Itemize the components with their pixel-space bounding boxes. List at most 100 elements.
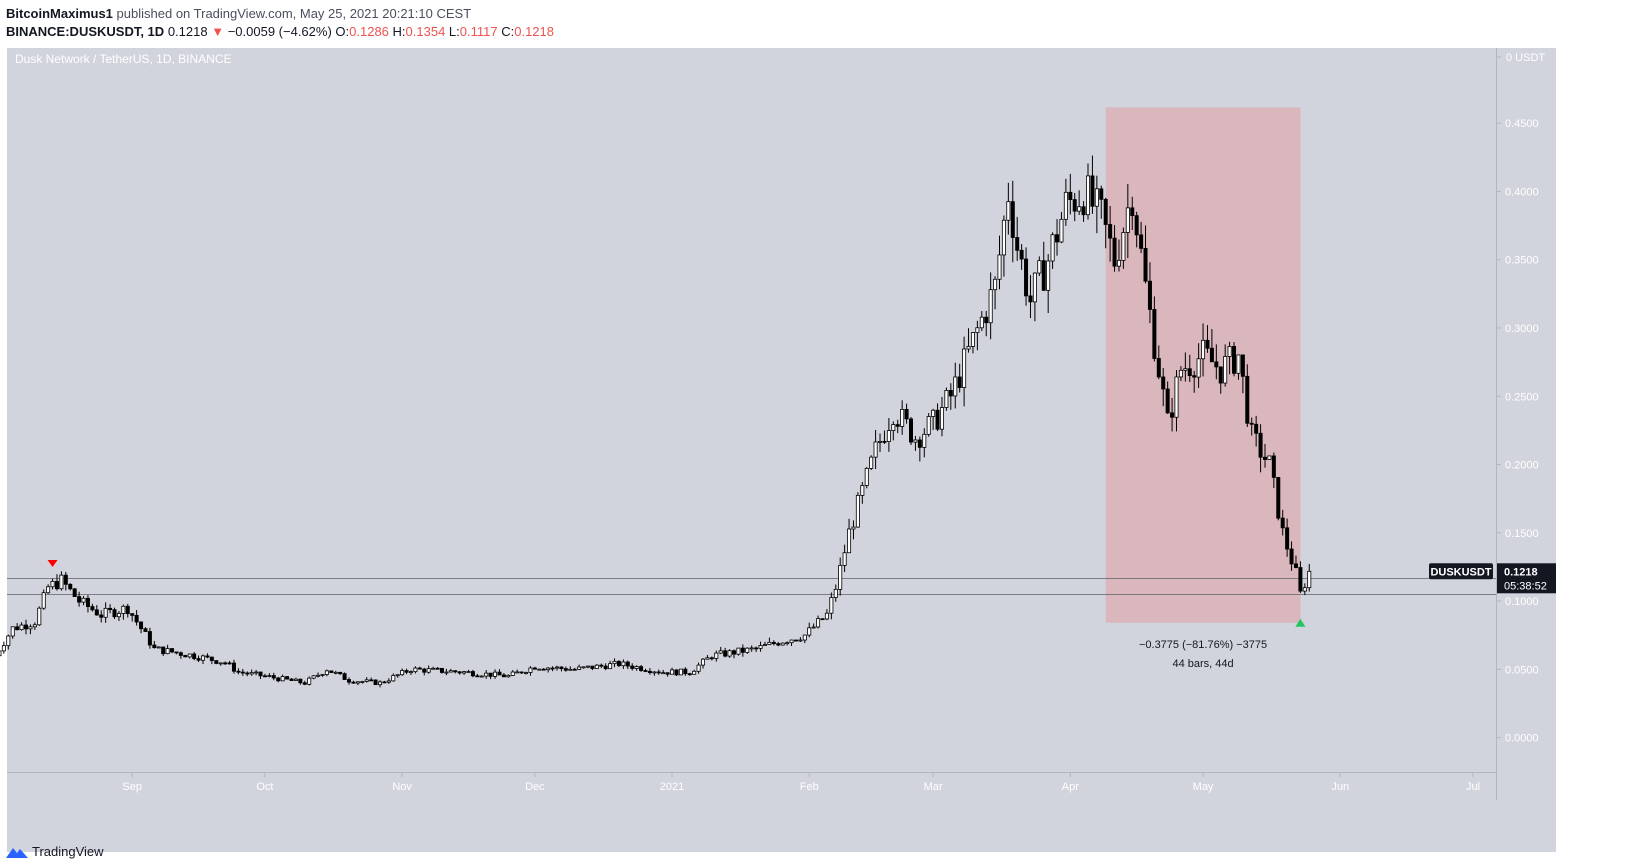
candle-body — [1236, 354, 1241, 374]
candle-body — [749, 647, 754, 650]
candle-body — [634, 666, 639, 669]
candle-body — [1139, 234, 1144, 249]
candle-body — [939, 407, 944, 430]
candle-body — [1165, 388, 1170, 414]
last-price-tag-text: 0.1218 — [1504, 566, 1538, 578]
candle-body — [603, 665, 608, 670]
candle-body — [931, 409, 936, 417]
candle-body — [643, 670, 648, 672]
x-tick-label: Nov — [392, 781, 412, 793]
y-tick-label: 0.4500 — [1505, 118, 1539, 130]
candle-body — [285, 676, 290, 680]
candle-body — [10, 626, 15, 637]
candle-body — [541, 668, 546, 671]
candle-body — [1125, 207, 1130, 233]
candle-body — [178, 652, 183, 656]
candle-body — [94, 609, 99, 616]
candle-body — [1015, 237, 1020, 251]
candle-body — [1081, 206, 1086, 216]
candle-body — [1267, 455, 1272, 460]
candle-body — [360, 681, 365, 683]
candle-body — [652, 671, 657, 674]
x-tick-label: Oct — [256, 781, 273, 793]
candle-body — [417, 667, 422, 670]
candle-body — [1037, 260, 1042, 274]
candle-body — [988, 289, 993, 324]
candle-body — [1, 645, 6, 652]
author-name[interactable]: BitcoinMaximus1 — [6, 6, 113, 21]
candle-body — [758, 645, 763, 649]
candle-body — [426, 668, 431, 673]
candle-body — [816, 618, 821, 628]
candle-body — [32, 624, 37, 628]
candle-body — [479, 675, 484, 678]
candle-body — [1090, 175, 1095, 207]
candle-body — [444, 671, 449, 674]
candle-body — [324, 670, 329, 675]
candle-body — [466, 671, 471, 673]
candle-body — [1055, 234, 1060, 243]
candle-body — [860, 485, 865, 496]
candle-body — [1103, 198, 1108, 225]
candle-body — [134, 614, 139, 623]
x-tick-label: Jul — [1466, 781, 1480, 793]
candle-body — [820, 618, 825, 621]
candle-body — [780, 642, 785, 646]
low-value: 0.1117 — [459, 24, 498, 39]
candle-body — [555, 666, 560, 669]
candle-body — [957, 376, 962, 388]
y-tick-label: 0.1500 — [1505, 528, 1539, 540]
candle-body — [621, 661, 626, 667]
candle-body — [1041, 260, 1046, 291]
candle-body — [192, 653, 197, 659]
candle-body — [457, 671, 462, 674]
candle-body — [245, 672, 250, 675]
candle-body — [639, 666, 644, 671]
candle-body — [776, 643, 781, 646]
candle-body — [174, 651, 179, 654]
candle-body — [948, 390, 953, 397]
candle-body — [377, 681, 382, 686]
chart-background — [7, 48, 1556, 852]
candle-body — [342, 673, 347, 680]
candle-body — [276, 677, 281, 682]
candle-body — [1046, 260, 1051, 291]
close-label: C: — [501, 24, 515, 39]
support-level-layer — [7, 578, 1496, 595]
footer[interactable]: TradingView — [6, 842, 104, 862]
measure-layer: −0.3775 (−81.76%) −3775 44 bars, 44d — [1105, 107, 1301, 670]
countdown-text: 05:38:52 — [1504, 580, 1547, 592]
candle-body — [1086, 175, 1091, 216]
candle-body — [453, 670, 458, 673]
candle-body — [878, 440, 883, 443]
candle-body — [1116, 260, 1121, 267]
candle-body — [1227, 346, 1232, 357]
candle-body — [121, 605, 126, 614]
candle-body — [77, 596, 82, 603]
candle-body — [909, 418, 914, 443]
x-tick-label: Mar — [924, 781, 943, 793]
candle-body — [1174, 376, 1179, 418]
candle-body — [1298, 567, 1303, 592]
candle-body — [81, 597, 86, 603]
candle-body — [258, 671, 263, 677]
candle-body — [488, 672, 493, 677]
candle-body — [1178, 369, 1183, 378]
candle-body — [1072, 199, 1077, 212]
y-tick-label: 0.2000 — [1505, 460, 1539, 472]
high-label: H: — [392, 24, 406, 39]
candle-body — [351, 681, 356, 684]
y-tick-label: 0.2500 — [1505, 391, 1539, 403]
candle-body — [470, 671, 475, 677]
y-tick-label: 0.3000 — [1505, 323, 1539, 335]
candle-body — [1099, 188, 1104, 200]
candle-body — [223, 662, 228, 665]
candle-body — [984, 316, 989, 324]
candle-body — [661, 672, 666, 675]
candle-body — [838, 564, 843, 590]
candle-body — [745, 647, 750, 653]
candle-body — [422, 668, 427, 673]
candle-body — [183, 655, 188, 658]
candle-body — [431, 667, 436, 670]
